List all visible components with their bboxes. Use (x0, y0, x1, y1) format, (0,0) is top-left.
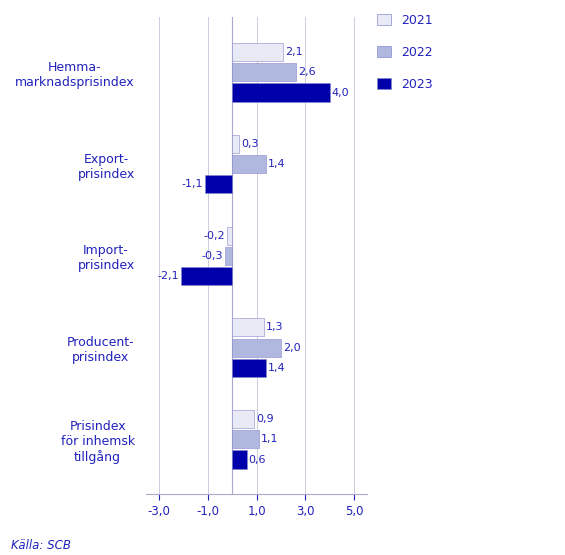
Bar (232, 451, 247, 468)
Text: 1,4: 1,4 (268, 363, 286, 373)
Text: 0,9: 0,9 (256, 414, 273, 424)
Bar (232, 155, 266, 173)
Text: 0,3: 0,3 (241, 139, 259, 149)
Text: Källa: SCB: Källa: SCB (11, 539, 71, 552)
Bar (232, 83, 330, 102)
Legend: 2021, 2022, 2023: 2021, 2022, 2023 (377, 14, 433, 90)
Bar (181, 267, 232, 285)
Text: 1,4: 1,4 (268, 159, 286, 169)
Text: 2,0: 2,0 (283, 342, 301, 352)
Bar (232, 43, 284, 61)
Text: -0,3: -0,3 (201, 251, 223, 261)
Text: 2,1: 2,1 (285, 47, 303, 57)
Bar (205, 175, 232, 193)
Text: -2,1: -2,1 (157, 271, 179, 281)
Bar (232, 339, 281, 357)
Text: -1,1: -1,1 (182, 179, 203, 189)
Text: -0,2: -0,2 (203, 231, 225, 241)
Bar (232, 430, 259, 448)
Bar (232, 359, 266, 377)
Text: 1,3: 1,3 (266, 322, 283, 332)
Text: 2,6: 2,6 (298, 67, 315, 77)
Text: 1,1: 1,1 (261, 435, 279, 445)
Bar (227, 226, 232, 245)
Bar (225, 247, 232, 265)
Bar (232, 319, 264, 336)
Bar (232, 410, 254, 428)
Text: 0,6: 0,6 (249, 455, 266, 465)
Bar (232, 135, 240, 153)
Bar (232, 63, 295, 82)
Text: 4,0: 4,0 (332, 88, 350, 98)
